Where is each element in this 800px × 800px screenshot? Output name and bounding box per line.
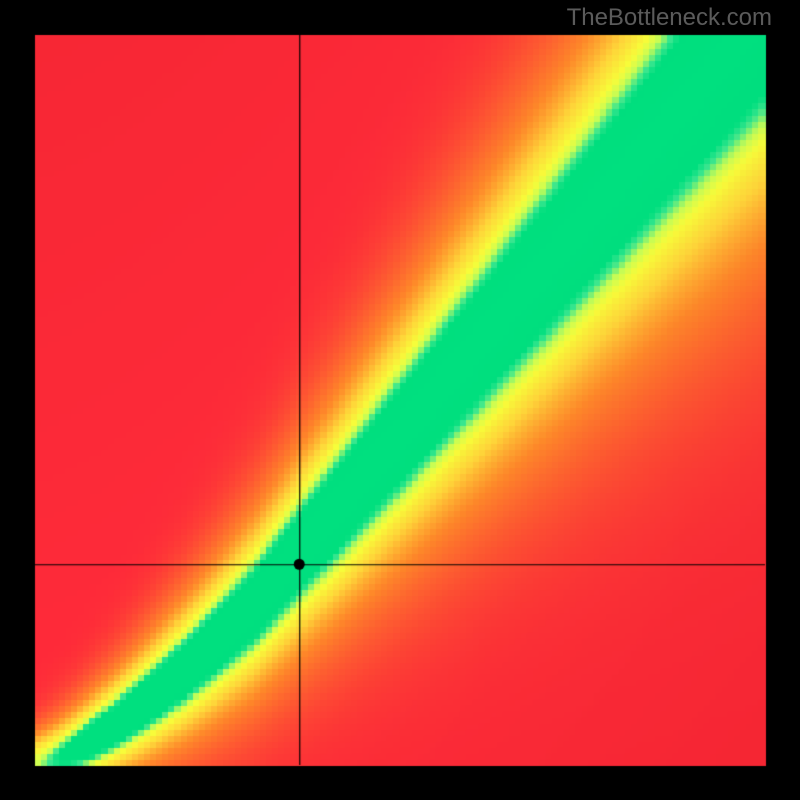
bottleneck-heatmap — [0, 0, 800, 800]
chart-container: TheBottleneck.com — [0, 0, 800, 800]
attribution-label: TheBottleneck.com — [567, 4, 772, 32]
